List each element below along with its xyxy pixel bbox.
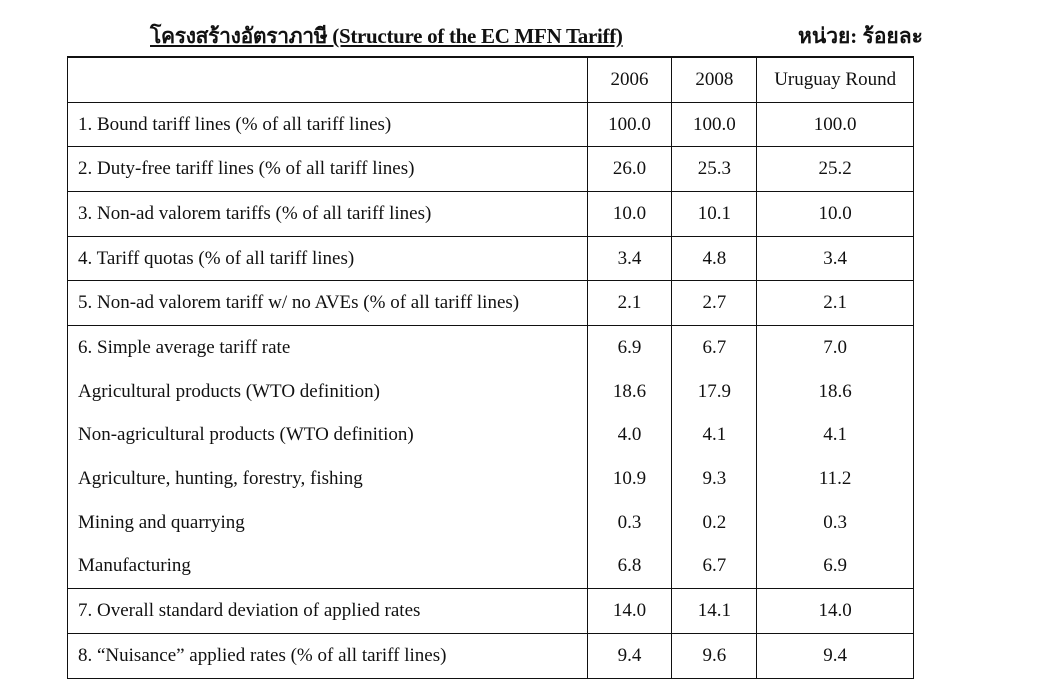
row-label: 1. Bound tariff lines (% of all tariff l… xyxy=(67,102,588,148)
row-label: Non-agricultural products (WTO definitio… xyxy=(67,413,588,458)
header-cell-uruguay-round: Uruguay Round xyxy=(756,55,914,103)
row-label: 8. “Nuisance” applied rates (% of all ta… xyxy=(67,633,588,679)
row-label: 6. Simple average tariff rate xyxy=(67,325,588,370)
header-cell-empty xyxy=(67,55,588,103)
value-cell: 11.2 xyxy=(756,457,914,501)
value-cell: 2.1 xyxy=(586,280,673,327)
row-label: 7. Overall standard deviation of applied… xyxy=(67,588,588,634)
table-row: 5. Non-ad valorem tariff w/ no AVEs (% o… xyxy=(67,280,914,327)
table-row: 4. Tariff quotas (% of all tariff lines)… xyxy=(67,236,914,282)
table-row: 6. Simple average tariff rate 6.9 6.7 7.0 xyxy=(67,325,914,370)
value-cell: 4.8 xyxy=(671,236,758,282)
header-cell-2008: 2008 xyxy=(671,55,758,103)
table-row: Mining and quarrying 0.3 0.2 0.3 xyxy=(67,500,914,545)
value-cell: 100.0 xyxy=(586,102,673,148)
value-cell: 10.0 xyxy=(586,191,673,237)
row-label: 5. Non-ad valorem tariff w/ no AVEs (% o… xyxy=(67,280,588,327)
value-cell: 10.1 xyxy=(671,191,758,237)
table-row: 7. Overall standard deviation of applied… xyxy=(67,588,914,634)
row-label: 4. Tariff quotas (% of all tariff lines) xyxy=(67,236,588,282)
value-cell: 0.3 xyxy=(756,500,914,545)
row-label: Agricultural products (WTO definition) xyxy=(67,369,588,414)
row-label: Mining and quarrying xyxy=(67,500,588,545)
value-cell: 9.4 xyxy=(586,633,673,679)
value-cell: 0.3 xyxy=(586,500,673,545)
value-cell: 18.6 xyxy=(586,369,673,414)
value-cell: 3.4 xyxy=(756,236,914,282)
value-cell: 9.6 xyxy=(671,633,758,679)
table-row: 1. Bound tariff lines (% of all tariff l… xyxy=(67,102,914,148)
value-cell: 2.1 xyxy=(756,280,914,327)
value-cell: 100.0 xyxy=(756,102,914,148)
row-label: Agriculture, hunting, forestry, fishing xyxy=(67,457,588,501)
value-cell: 9.4 xyxy=(756,633,914,679)
value-cell: 6.8 xyxy=(586,544,673,590)
value-cell: 14.0 xyxy=(586,588,673,634)
tariff-structure-table: 2006 2008 Uruguay Round 1. Bound tariff … xyxy=(67,55,914,679)
value-cell: 2.7 xyxy=(671,280,758,327)
row-label: 3. Non-ad valorem tariffs (% of all tari… xyxy=(67,191,588,237)
table-row: Manufacturing 6.8 6.7 6.9 xyxy=(67,544,914,590)
value-cell: 4.0 xyxy=(586,413,673,458)
header-row: 2006 2008 Uruguay Round xyxy=(67,55,914,103)
value-cell: 6.9 xyxy=(586,325,673,370)
header-cell-2006: 2006 xyxy=(586,55,673,103)
value-cell: 6.7 xyxy=(671,325,758,370)
value-cell: 17.9 xyxy=(671,369,758,414)
table-row: Agricultural products (WTO definition) 18… xyxy=(67,369,914,414)
table-row: 8. “Nuisance” applied rates (% of all ta… xyxy=(67,633,914,679)
row-label: Manufacturing xyxy=(67,544,588,590)
value-cell: 25.2 xyxy=(756,146,914,193)
table-row: 3. Non-ad valorem tariffs (% of all tari… xyxy=(67,191,914,237)
value-cell: 6.7 xyxy=(671,544,758,590)
value-cell: 25.3 xyxy=(671,146,758,193)
value-cell: 100.0 xyxy=(671,102,758,148)
value-cell: 0.2 xyxy=(671,500,758,545)
value-cell: 4.1 xyxy=(671,413,758,458)
value-cell: 14.1 xyxy=(671,588,758,634)
table-row: Agriculture, hunting, forestry, fishing 1… xyxy=(67,457,914,501)
value-cell: 6.9 xyxy=(756,544,914,590)
value-cell: 10.9 xyxy=(586,457,673,501)
table-row: 2. Duty-free tariff lines (% of all tari… xyxy=(67,146,914,193)
value-cell: 4.1 xyxy=(756,413,914,458)
value-cell: 26.0 xyxy=(586,146,673,193)
table-row: Non-agricultural products (WTO definitio… xyxy=(67,413,914,458)
value-cell: 3.4 xyxy=(586,236,673,282)
unit-label: หน่วย: ร้อยละ xyxy=(798,24,923,48)
document-title: โครงสร้างอัตราภาษี (Structure of the EC … xyxy=(150,24,623,48)
value-cell: 14.0 xyxy=(756,588,914,634)
row-label: 2. Duty-free tariff lines (% of all tari… xyxy=(67,146,588,193)
value-cell: 7.0 xyxy=(756,325,914,370)
value-cell: 9.3 xyxy=(671,457,758,501)
value-cell: 10.0 xyxy=(756,191,914,237)
value-cell: 18.6 xyxy=(756,369,914,414)
